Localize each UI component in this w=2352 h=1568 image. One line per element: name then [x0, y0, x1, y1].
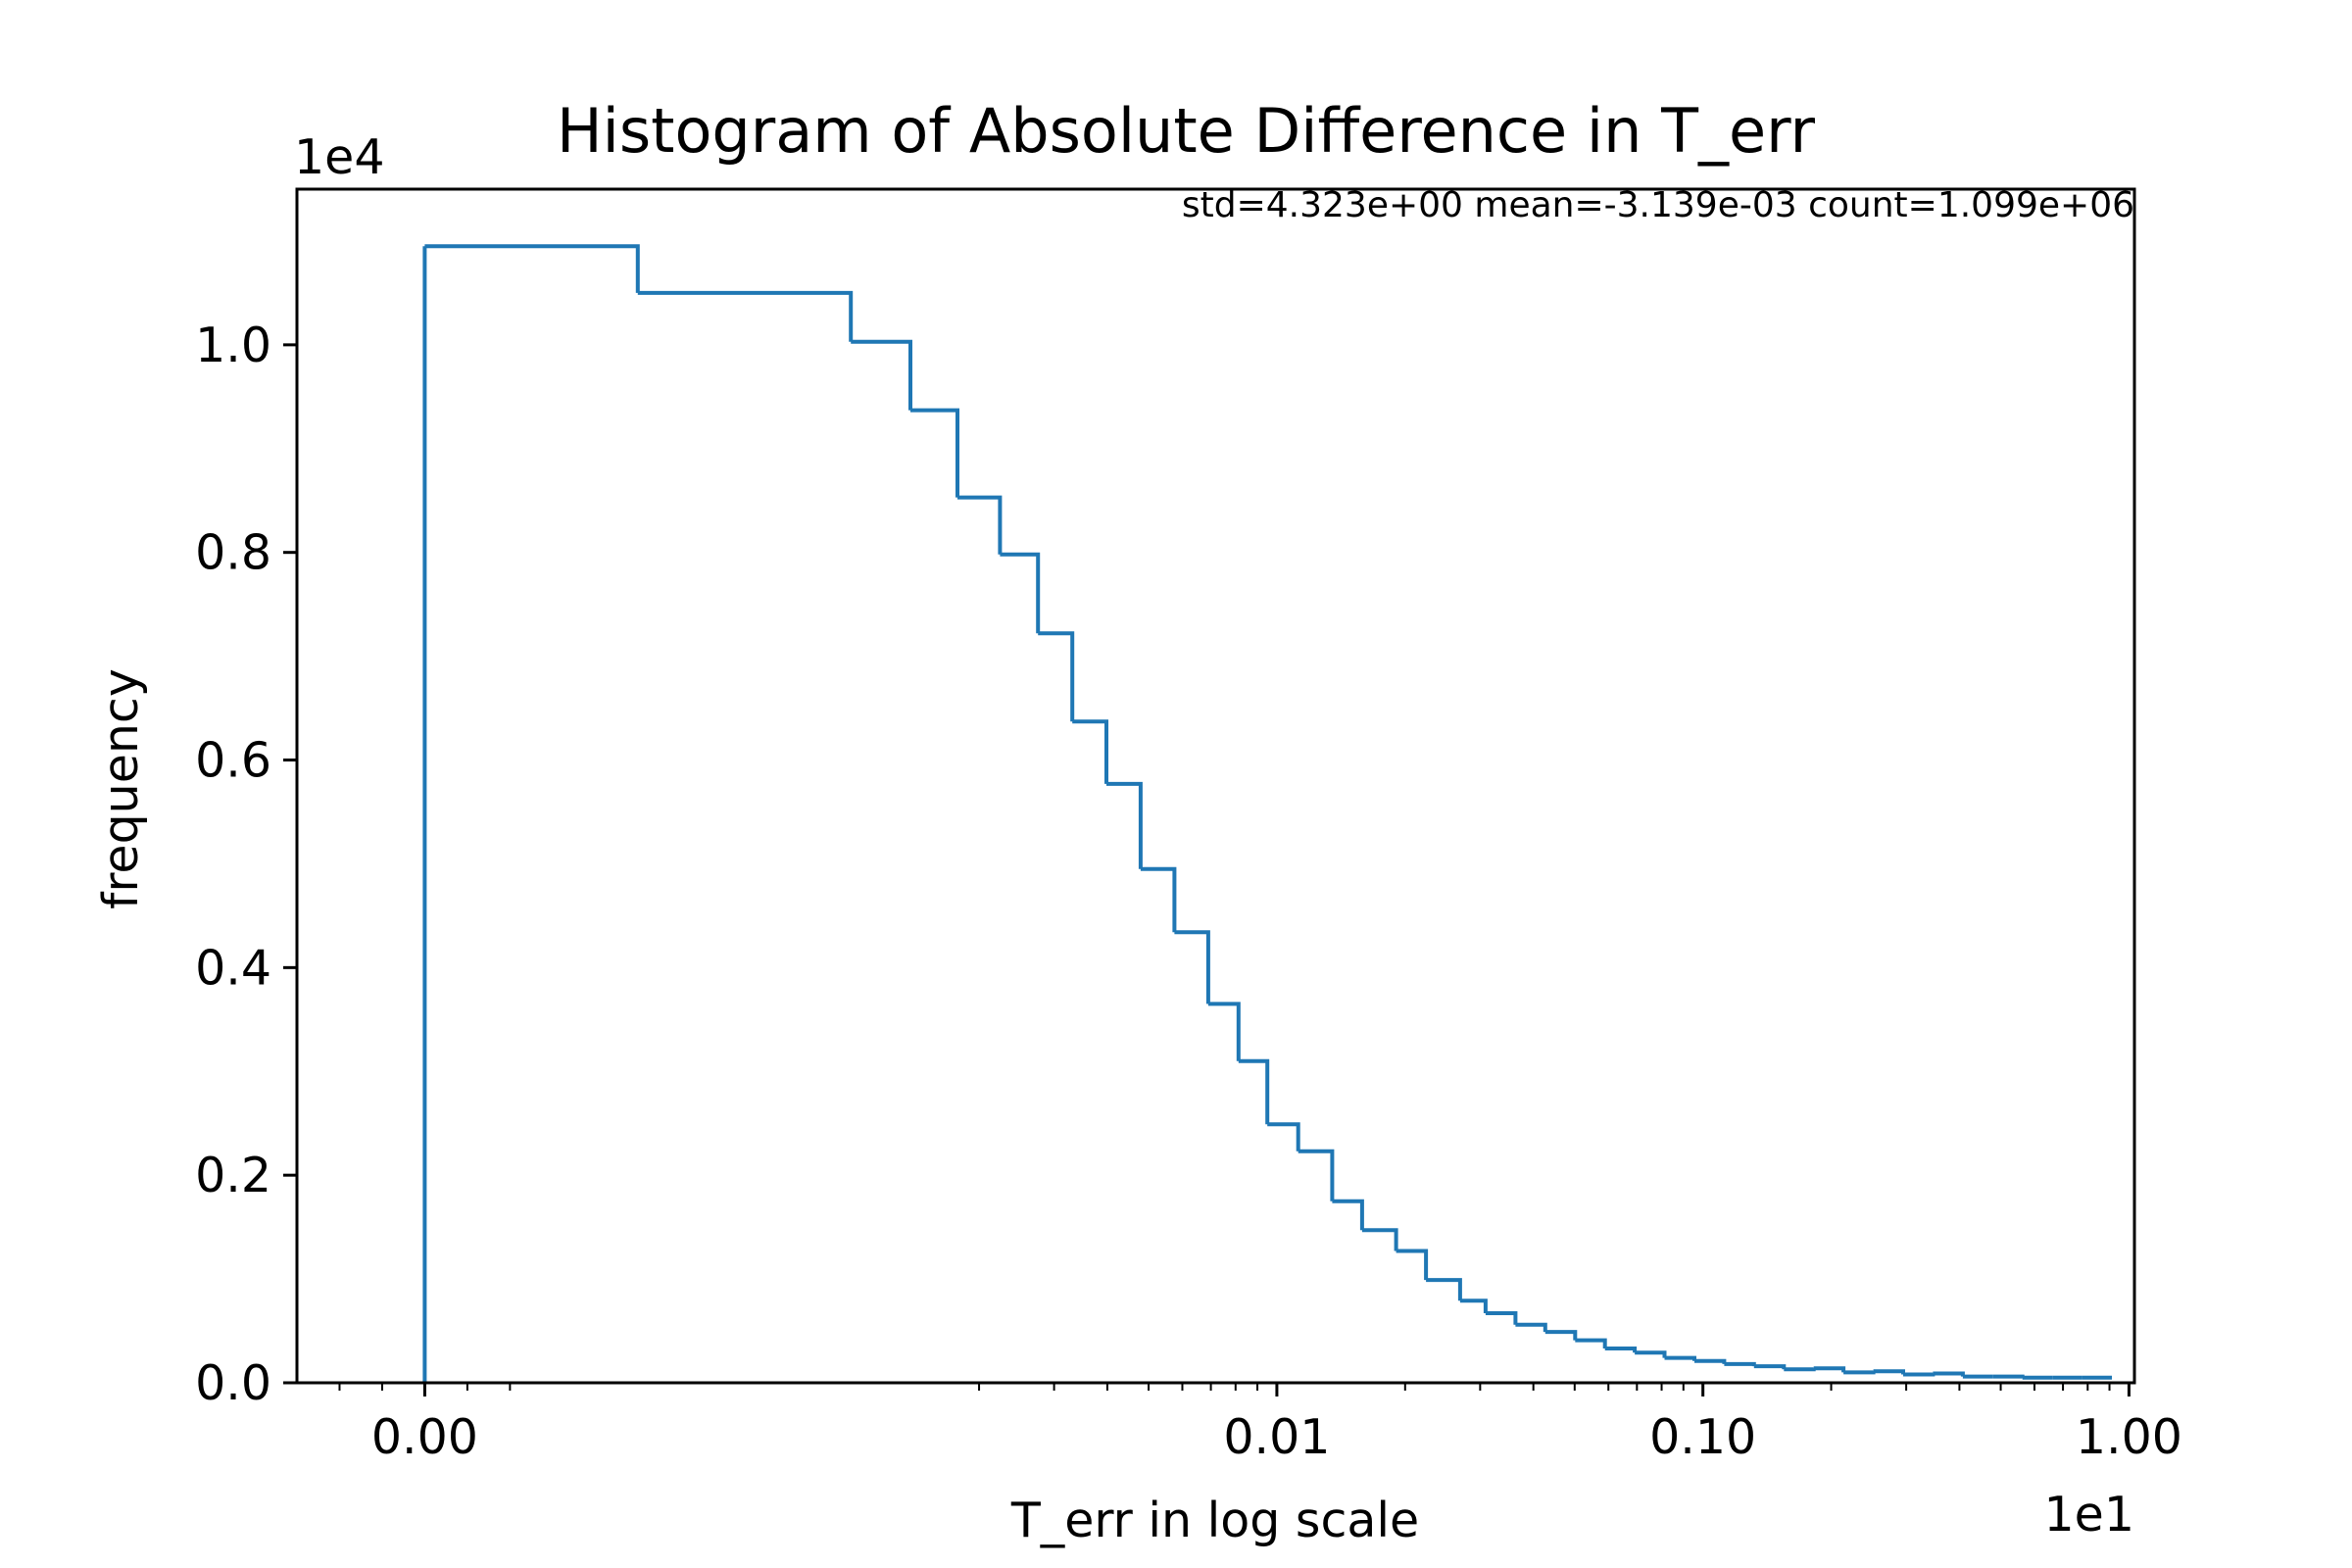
histogram-bin [1238, 1058, 1270, 1125]
histogram-bin [1515, 1322, 1547, 1333]
x-tick-label: 1.00 [2076, 1409, 2182, 1465]
histogram-bin [1267, 1122, 1300, 1152]
histogram-bin [851, 339, 912, 411]
histogram-bin [1332, 1199, 1364, 1231]
y-tick-label: 0.6 [195, 733, 271, 789]
histogram-bin [1174, 930, 1210, 1004]
x-axis-label: T_err in log scale [1010, 1493, 1419, 1548]
plot-area-frame [295, 187, 2136, 1385]
histogram-bin [1106, 781, 1143, 869]
histogram-bin [1485, 1311, 1518, 1325]
histogram-bin [1038, 631, 1075, 722]
y-tick-label: 0.8 [195, 525, 271, 581]
x-axis: 0.00 0.01 0.10 1.00 [338, 1383, 2182, 1465]
histogram-bin [1724, 1361, 1756, 1367]
histogram-bin [1396, 1249, 1429, 1281]
histogram-bin [1843, 1370, 1876, 1375]
stats-annotation: std=4.323e+00 mean=-3.139e-03 count=1.09… [1182, 185, 2134, 225]
histogram-bin [1459, 1298, 1488, 1313]
x-tick-label: 0.00 [371, 1409, 478, 1465]
histogram-bin [910, 408, 959, 498]
histogram-bin [424, 244, 640, 293]
histogram-bin [1000, 552, 1041, 634]
histogram-bin [1992, 1374, 2025, 1379]
histogram-bin [1298, 1149, 1335, 1201]
histogram-bin [1072, 719, 1108, 784]
y-axis-label: frequency [93, 668, 149, 909]
histogram-bin [1140, 866, 1177, 933]
histogram-bin [637, 290, 854, 342]
y-tick-label: 0.2 [195, 1148, 271, 1203]
histogram-step-line [422, 244, 2112, 1383]
histogram-bin [1544, 1330, 1578, 1341]
y-tick-label: 1.0 [195, 318, 271, 373]
x-tick-label: 0.01 [1223, 1409, 1330, 1465]
x-tick-label: 0.10 [1649, 1409, 1756, 1465]
histogram-bin [1361, 1228, 1398, 1251]
x-offset-text: 1e1 [2044, 1487, 2135, 1543]
histogram-bin [1426, 1278, 1462, 1301]
y-axis: 0.0 0.2 0.4 0.6 0.8 1.0 [195, 318, 297, 1411]
histogram-bin [1575, 1338, 1607, 1348]
histogram-bin [957, 495, 1003, 555]
histogram-bin [1784, 1367, 1816, 1372]
chart-title: Histogram of Absolute Difference in T_er… [557, 95, 1815, 167]
y-tick-label: 0.4 [195, 940, 271, 996]
y-offset-text: 1e4 [294, 129, 385, 185]
histogram-bin [1207, 1002, 1241, 1061]
histogram-bin [1903, 1372, 1936, 1377]
y-tick-label: 0.0 [195, 1355, 271, 1411]
